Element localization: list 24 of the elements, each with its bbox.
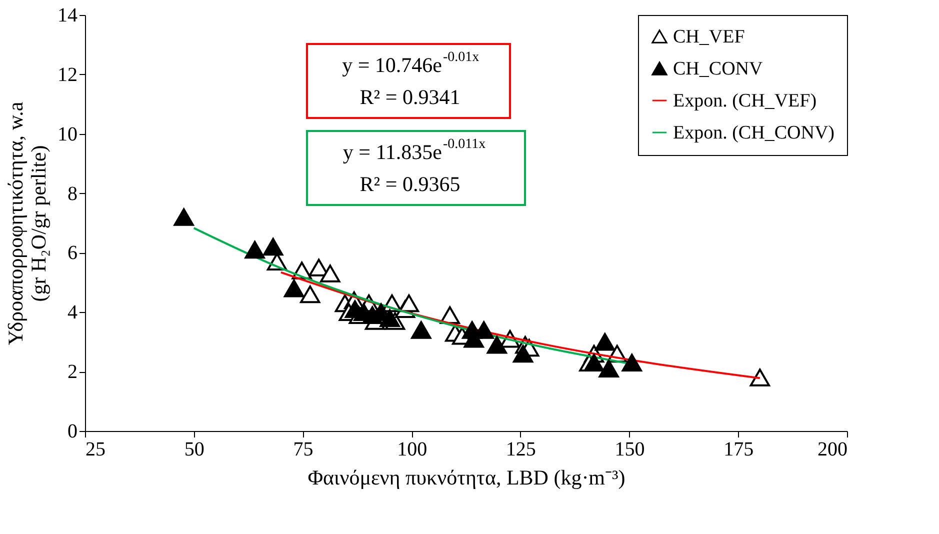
y-tick-label: 6 [68,242,78,264]
x-tick-label: 175 [724,438,754,460]
x-tick-label: 100 [397,438,428,460]
annotation: R² = 0.9341 [360,85,460,109]
x-tick-label: 150 [614,438,645,460]
x-tick-label: 200 [818,438,848,460]
x-axis-title: Φαινόμενη πυκνότητα, LBD (kg·m⁻³) [308,466,626,490]
y-tick-label: 14 [58,4,78,26]
x-tick-label: 25 [86,438,106,460]
x-tick-label: 50 [184,438,204,460]
y-axis-title: Υδροαπορροφητικότητα, w.a (gr H₂O/gr perlite) [4,101,50,346]
y-tick-label: 4 [68,302,78,324]
x-tick-label: 125 [506,438,536,460]
y-tick-label: 0 [68,420,78,442]
legend-label: CH_CONV [673,58,764,80]
annotation: R² = 0.9365 [360,172,460,196]
x-tick-label: 75 [293,438,314,460]
y-tick-label: 12 [58,64,78,86]
legend-label: Expon. (CH_VEF) [673,90,817,112]
y-tick-label: 10 [58,123,78,146]
y-tick-label: 8 [68,182,78,205]
legend-label: CH_VEF [673,26,745,48]
y-tick-label: 2 [68,361,78,384]
legend-label: Expon. (CH_CONV) [673,122,834,144]
